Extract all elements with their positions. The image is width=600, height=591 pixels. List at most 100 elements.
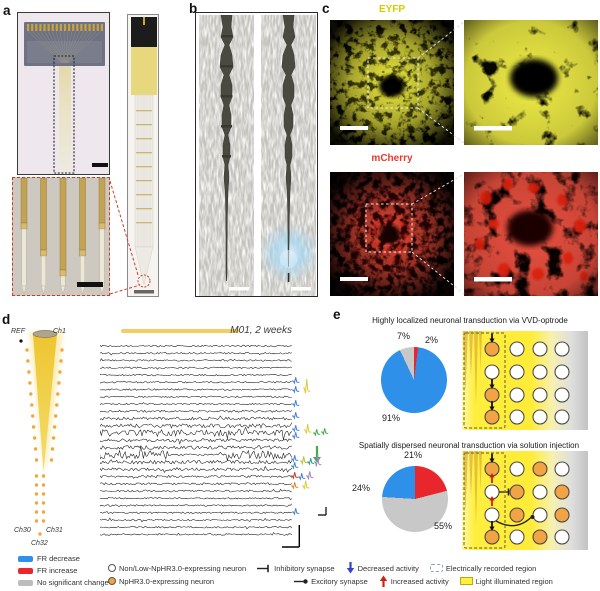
zoom-region-box <box>365 203 413 253</box>
legend-non-expressing: Non/Low-NpHR3.0-expressing neuron <box>108 564 246 573</box>
fiber-photo-plain <box>199 15 254 296</box>
inhibitory-synapse-icon <box>257 564 269 572</box>
probe-void <box>510 59 558 97</box>
pie-label-blue: 91% <box>382 413 401 423</box>
eyfp-overview-image <box>330 20 454 145</box>
no-change-label: No significant change <box>37 578 109 587</box>
illuminated-region-icon <box>459 577 473 585</box>
pie-label-red: 21% <box>404 450 423 460</box>
no-change-swatch <box>18 579 33 586</box>
fr-increase-swatch <box>18 567 33 574</box>
schematic-vvd <box>462 331 588 430</box>
probe-device-photo <box>17 12 110 175</box>
ephys-traces <box>100 344 300 548</box>
fiber-cross-section <box>32 330 58 338</box>
panel-b-label: b <box>189 1 198 16</box>
ch32-label: Ch32 <box>31 540 48 547</box>
decreased-label: Decreased activity <box>357 563 419 573</box>
legend-decreased: Decreased activity <box>346 562 419 574</box>
expressing-label: NpHR3.0-expressing neuron <box>119 576 215 586</box>
probe-shaft <box>59 66 71 174</box>
scale-bar <box>340 126 368 130</box>
eyfp-label: EYFP <box>378 4 406 15</box>
scale-bar <box>291 287 311 291</box>
non-expressing-label: Non/Low-NpHR3.0-expressing neuron <box>119 563 247 573</box>
symbol-legend-row-2: NpHR3.0-expressing neuron Excitory synap… <box>108 575 553 587</box>
optrode-schematic <box>19 330 64 536</box>
fr-decrease-swatch <box>18 555 33 562</box>
probe-device-graphic <box>18 13 109 174</box>
optrode-body <box>33 334 57 472</box>
zoom-region-box <box>367 57 419 109</box>
schematic-injection-graphic <box>463 451 570 549</box>
legend-increased: Increased activity <box>379 575 449 587</box>
fiber-photos-box <box>195 12 318 297</box>
increased-activity-arrow-icon <box>379 575 387 587</box>
fr-legend: FR decrease FR increase No significant c… <box>18 554 109 587</box>
section-title-injection: Spatially dispersed neuronal transductio… <box>358 441 580 450</box>
shank <box>20 178 28 295</box>
spike-waveforms <box>291 377 329 516</box>
light-stim-bar <box>121 329 239 333</box>
section-title-vvd: Highly localized neuronal transduction v… <box>372 316 568 325</box>
tapered-fiber <box>219 15 234 282</box>
legend-no-change: No significant change <box>18 578 109 587</box>
scale-bar <box>134 290 154 294</box>
recorded-label: Electrically recorded region <box>445 563 537 573</box>
legend-excitatory: Excitory synapse <box>294 577 368 586</box>
mcherry-overview-image <box>330 172 454 296</box>
legend-expressing: NpHR3.0-expressing neuron <box>108 577 214 586</box>
connector-pins <box>27 24 103 64</box>
electrode-sites <box>136 110 152 224</box>
panel-d-label: d <box>2 312 11 327</box>
mcherry-zoom-image <box>464 172 598 296</box>
scale-bar <box>229 287 249 291</box>
pie-label-red: 2% <box>425 335 439 345</box>
mcherry-label: mCherry <box>371 153 413 164</box>
symbol-legend-row-1: Non/Low-NpHR3.0-expressing neuron Inhibi… <box>108 562 536 574</box>
ch30-label: Ch30 <box>14 527 31 534</box>
probe-void <box>379 75 405 97</box>
pie-label-blue: 24% <box>352 483 371 493</box>
scale-bar <box>474 277 512 282</box>
decreased-activity-arrow-icon <box>346 562 354 574</box>
panel-c-label: c <box>322 1 330 16</box>
fr-decrease-label: FR decrease <box>37 554 80 563</box>
panel-e-label: e <box>333 307 341 322</box>
shank-closeup-graphic <box>131 17 157 294</box>
excitatory-synapse-icon <box>294 578 308 584</box>
inhibitory-label: Inhibitory synapse <box>274 563 335 573</box>
schematic-vvd-graphic <box>463 331 570 429</box>
probe-tips-inset-photo <box>12 177 110 296</box>
fiber-photo-illuminated <box>261 15 316 296</box>
pie-chart-vvd <box>381 347 447 413</box>
excitatory-label: Excitory synapse <box>311 576 368 586</box>
illuminated-label: Light illuminated region <box>475 576 553 586</box>
shank <box>79 178 86 295</box>
recorded-region-icon <box>429 564 443 572</box>
shank <box>98 178 106 295</box>
legend-recorded: Electrically recorded region <box>429 563 537 573</box>
ch31-label: Ch31 <box>46 527 63 534</box>
tip-highlight-circle <box>137 274 151 288</box>
probe-tips-graphic <box>20 178 106 295</box>
scale-bar <box>92 163 108 167</box>
fiber-tip-fragment <box>287 273 290 282</box>
pie-label-gray: 7% <box>397 331 411 341</box>
shank-closeup-photo <box>127 14 159 297</box>
legend-inhibitory: Inhibitory synapse <box>257 563 335 573</box>
pie-chart-injection <box>382 466 448 532</box>
session-label: M01, 2 weeks <box>230 325 292 336</box>
eyfp-zoom-image <box>464 20 598 145</box>
ch1-label: Ch1 <box>53 328 66 335</box>
shank <box>40 178 47 295</box>
legend-fr-decrease: FR decrease <box>18 554 109 563</box>
scale-bar <box>77 282 103 287</box>
panel-a-label: a <box>3 3 11 18</box>
orange-neuron-icon <box>108 577 116 585</box>
ref-label: REF <box>11 328 25 335</box>
fr-increase-label: FR increase <box>37 566 78 575</box>
legend-illuminated: Light illuminated region <box>459 576 553 586</box>
shank <box>59 178 67 295</box>
